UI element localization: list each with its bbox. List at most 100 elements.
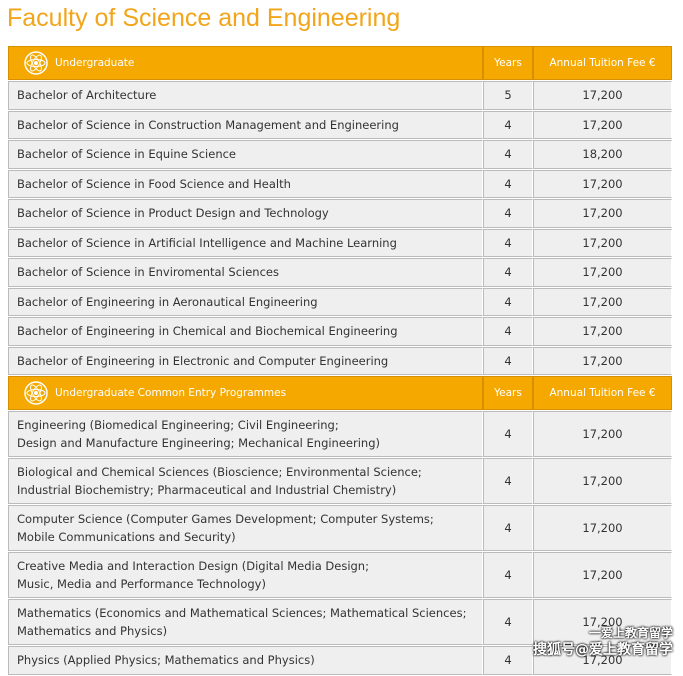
table-cell: 4 xyxy=(483,505,533,551)
table-cell: Mathematics (Economics and Mathematical … xyxy=(8,599,483,645)
program-line: Bachelor of Science in Food Science and … xyxy=(17,176,291,191)
table-cell: 17,200 xyxy=(533,346,672,375)
table-row: Computer Science (Computer Games Develop… xyxy=(8,505,672,552)
table-row: Engineering (Biomedical Engineering; Civ… xyxy=(8,411,672,458)
years: 4 xyxy=(504,147,512,162)
table-cell: 17,200 xyxy=(533,199,672,228)
program-line: Bachelor of Science in Artificial Intell… xyxy=(17,235,397,250)
years: 4 xyxy=(504,474,512,488)
watermark: 一爱上教育留学 xyxy=(588,626,673,640)
table-cell: 17,200 xyxy=(533,317,672,346)
table-row: Bachelor of Architecture 5 17,200 xyxy=(8,81,672,111)
table-row: Bachelor of Science in Product Design an… xyxy=(8,199,672,229)
table-row: Bachelor of Engineering in Aeronautical … xyxy=(8,287,672,317)
table-cell: Bachelor of Science in Artificial Intell… xyxy=(8,228,483,257)
fee: 17,200 xyxy=(582,427,623,441)
years: 4 xyxy=(504,615,512,629)
program-line: Bachelor of Engineering in Electronic an… xyxy=(17,353,389,368)
table-cell: Bachelor of Architecture xyxy=(8,81,483,110)
header-cell: Annual Tuition Fee € xyxy=(533,376,672,410)
table-cell: 4 xyxy=(483,599,533,645)
program-line: Physics (Applied Physics; Mathematics an… xyxy=(17,653,315,668)
title: Faculty of Science and Engineering xyxy=(7,4,401,32)
table-cell: 4 xyxy=(483,228,533,257)
table-cell: 17,200 xyxy=(533,228,672,257)
table-cell: Computer Science (Computer Games Develop… xyxy=(8,505,483,551)
table-cell: Bachelor of Engineering in Electronic an… xyxy=(8,346,483,375)
fee: 17,200 xyxy=(582,88,623,103)
program-line: Bachelor of Science in Construction Mana… xyxy=(17,117,399,132)
table-cell: 17,200 xyxy=(533,169,672,198)
fee: 17,200 xyxy=(582,176,623,191)
years: 4 xyxy=(504,117,512,132)
header-text: Years xyxy=(494,387,522,399)
table-row: Bachelor of Science in Equine Science 4 18… xyxy=(8,140,672,170)
fee: 18,200 xyxy=(582,147,623,162)
table-cell: 17,200 xyxy=(533,599,672,645)
years: 4 xyxy=(504,294,512,309)
fee: 17,200 xyxy=(582,353,623,368)
header-cell: Undergraduate xyxy=(8,46,483,80)
table-row: Bachelor of Science in Food Science and … xyxy=(8,169,672,199)
years: 4 xyxy=(504,353,512,368)
program-line: Computer Science (Computer Games Develop… xyxy=(17,512,434,526)
fee: 17,200 xyxy=(582,568,623,582)
table-row: Bachelor of Engineering in Chemical and … xyxy=(8,317,672,347)
fee: 17,200 xyxy=(582,294,623,309)
program-line: Mobile Communications and Security) xyxy=(17,530,236,544)
header-text: Undergraduate xyxy=(55,57,135,69)
table-cell: 4 xyxy=(483,199,533,228)
years: 4 xyxy=(504,176,512,191)
table-cell: 18,200 xyxy=(533,140,672,169)
header-text: Undergraduate Common Entry Programmes xyxy=(55,387,287,399)
table-cell: 4 xyxy=(483,258,533,287)
table-cell: Bachelor of Science in Food Science and … xyxy=(8,169,483,198)
program-line: Music, Media and Performance Technology) xyxy=(17,577,266,591)
table-cell: Physics (Applied Physics; Mathematics an… xyxy=(8,646,483,675)
fee: 17,200 xyxy=(582,653,623,668)
program-line: Bachelor of Engineering in Aeronautical … xyxy=(17,294,318,309)
table-row: Creative Media and Interaction Design (D… xyxy=(8,552,672,599)
program-line: Engineering (Biomedical Engineering; Civ… xyxy=(17,418,339,432)
years: 4 xyxy=(504,235,512,250)
table-cell: 4 xyxy=(483,287,533,316)
header-text: Years xyxy=(494,57,522,69)
fee: 17,200 xyxy=(582,521,623,535)
fee: 17,200 xyxy=(582,206,623,221)
table-cell: 4 xyxy=(483,411,533,457)
program-line: Mathematics and Physics) xyxy=(17,624,168,638)
program-line: Bachelor of Science in Enviromental Scie… xyxy=(17,265,279,280)
years: 4 xyxy=(504,521,512,535)
table-cell: 17,200 xyxy=(533,81,672,110)
table-cell: Bachelor of Engineering in Aeronautical … xyxy=(8,287,483,316)
years: 4 xyxy=(504,265,512,280)
header-cell: Undergraduate Common Entry Programmes xyxy=(8,376,483,410)
years: 4 xyxy=(504,206,512,221)
table-cell: 17,200 xyxy=(533,258,672,287)
table-cell: 4 xyxy=(483,169,533,198)
table-cell: Creative Media and Interaction Design (D… xyxy=(8,552,483,598)
fee: 17,200 xyxy=(582,615,623,629)
table-row: Bachelor of Engineering in Electronic an… xyxy=(8,346,672,376)
program-line: Mathematics (Economics and Mathematical … xyxy=(17,606,467,620)
table-cell: 17,200 xyxy=(533,505,672,551)
fee: 17,200 xyxy=(582,474,623,488)
table-cell: Bachelor of Engineering in Chemical and … xyxy=(8,317,483,346)
table-cell: 17,200 xyxy=(533,411,672,457)
program-line: Creative Media and Interaction Design (D… xyxy=(17,559,369,573)
program-line: Bachelor of Architecture xyxy=(17,88,157,103)
tuition-table: Undergraduate Years Annual Tuition Fee € Ba… xyxy=(8,46,672,676)
years: 4 xyxy=(504,568,512,582)
atom-icon xyxy=(24,381,48,405)
table-row: Biological and Chemical Sciences (Biosci… xyxy=(8,458,672,505)
table-cell: Bachelor of Science in Equine Science xyxy=(8,140,483,169)
table-row: Bachelor of Science in Construction Mana… xyxy=(8,110,672,140)
table-cell: 4 xyxy=(483,140,533,169)
fee: 17,200 xyxy=(582,324,623,339)
table-cell: Biological and Chemical Sciences (Biosci… xyxy=(8,458,483,504)
table-cell: 4 xyxy=(483,346,533,375)
table-cell: 4 xyxy=(483,646,533,675)
years: 5 xyxy=(504,88,512,103)
years: 4 xyxy=(504,427,512,441)
